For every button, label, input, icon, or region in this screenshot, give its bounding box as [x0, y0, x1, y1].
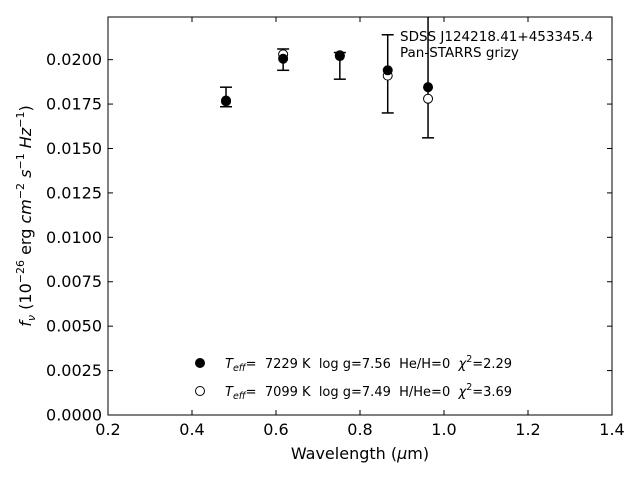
legend-entry-1: Teff= 7229 K log g=7.56 He/H=0 χ2=2.29 [225, 354, 512, 374]
y-tick-label: 0.0025 [46, 361, 102, 380]
legend-entry-2: Teff= 7099 K log g=7.49 H/He=0 χ2=3.69 [225, 382, 512, 402]
y-tick-label: 0.0050 [46, 317, 102, 336]
x-tick-label: 0.6 [263, 420, 288, 439]
y-axis-label: fν (10−26 erg cm−2 s−1 Hz−1) [14, 105, 38, 326]
x-tick-label: 1.0 [431, 420, 456, 439]
y-axis-ticks: 0.0000 0.0025 0.0050 0.0075 0.0100 0.0125 0.01… [46, 50, 612, 425]
model-point-filled [334, 51, 345, 62]
annotation-survey: Pan-STARRS grizy [400, 45, 519, 61]
y-tick-label: 0.0200 [46, 50, 102, 69]
model-point-filled [278, 53, 289, 64]
y-tick-label: 0.0125 [46, 183, 102, 202]
legend-marker-filled [195, 358, 205, 368]
plot-frame [107, 16, 613, 416]
model-point-filled [382, 65, 393, 76]
model-point-filled [423, 82, 434, 93]
x-tick-label: 0.4 [179, 420, 204, 439]
y-tick-label: 0.0100 [46, 228, 102, 247]
x-axis-ticks: 0.2 0.4 0.6 0.8 1.0 1.2 1.4 [95, 17, 625, 439]
y-tick-label: 0.0075 [46, 272, 102, 291]
annotation-object-name: SDSS J124218.41+453345.4 [400, 29, 593, 45]
y-tick-label: 0.0175 [46, 95, 102, 114]
legend: Teff= 7229 K log g=7.56 He/H=0 χ2=2.29 T… [195, 354, 512, 402]
y-tick-label: 0.0150 [46, 139, 102, 158]
y-tick-label: 0.0000 [46, 406, 102, 425]
model-point-filled [221, 95, 232, 106]
x-axis-label: Wavelength (μm) [291, 444, 429, 463]
data-points [221, 49, 434, 107]
x-tick-label: 0.2 [95, 420, 120, 439]
x-tick-label: 0.8 [347, 420, 372, 439]
x-tick-label: 1.4 [599, 420, 624, 439]
model-point-open [423, 93, 434, 104]
x-tick-label: 1.2 [515, 420, 540, 439]
legend-marker-open [195, 386, 205, 396]
